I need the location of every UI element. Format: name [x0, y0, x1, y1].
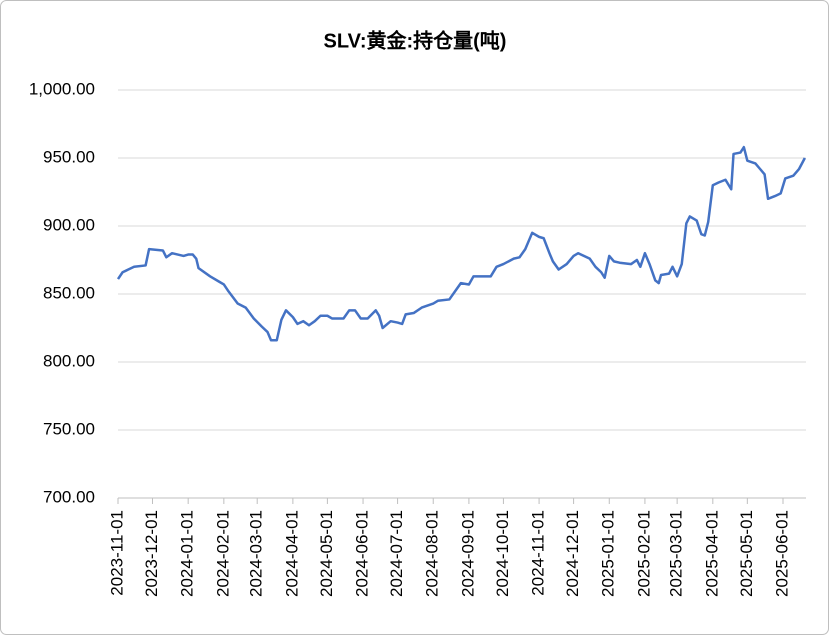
y-tick-label: 800.00	[43, 351, 95, 370]
x-tick-label: 2024-11-01	[529, 510, 548, 596]
x-tick-label: 2024-07-01	[387, 510, 406, 597]
x-tick-label: 2024-02-01	[213, 510, 232, 597]
x-tick-label: 2024-06-01	[353, 510, 372, 597]
y-tick-label: 1,000.00	[29, 79, 95, 98]
x-tick-label: 2024-03-01	[247, 510, 266, 597]
y-tick-label: 700.00	[43, 487, 95, 506]
x-tick-label: 2024-04-01	[282, 510, 301, 597]
x-tick-label: 2025-03-01	[667, 510, 686, 597]
x-tick-label: 2024-01-01	[178, 510, 197, 597]
x-tick-label: 2025-01-01	[599, 510, 618, 597]
data-line	[116, 145, 806, 342]
y-tick-label: 850.00	[43, 283, 95, 302]
x-tick-label: 2024-05-01	[317, 510, 336, 597]
x-tick-label: 2023-11-01	[107, 510, 126, 596]
x-tick-label: 2025-02-01	[634, 510, 653, 597]
x-tick-label: 2024-10-01	[493, 510, 512, 597]
y-tick-label: 900.00	[43, 215, 95, 234]
x-tick-label: 2025-04-01	[702, 510, 721, 597]
x-tick-label: 2024-09-01	[458, 510, 477, 597]
chart-title: SLV:黄金:持仓量(吨)	[324, 28, 507, 52]
y-tick-label: 750.00	[43, 419, 95, 438]
x-tick-label: 2025-06-01	[772, 510, 791, 597]
x-tick-label: 2023-12-01	[142, 510, 161, 597]
x-tick-label: 2024-12-01	[563, 510, 582, 597]
x-tick-label: 2024-08-01	[423, 510, 442, 597]
y-tick-label: 950.00	[43, 147, 95, 166]
x-tick-label: 2025-05-01	[737, 510, 756, 597]
